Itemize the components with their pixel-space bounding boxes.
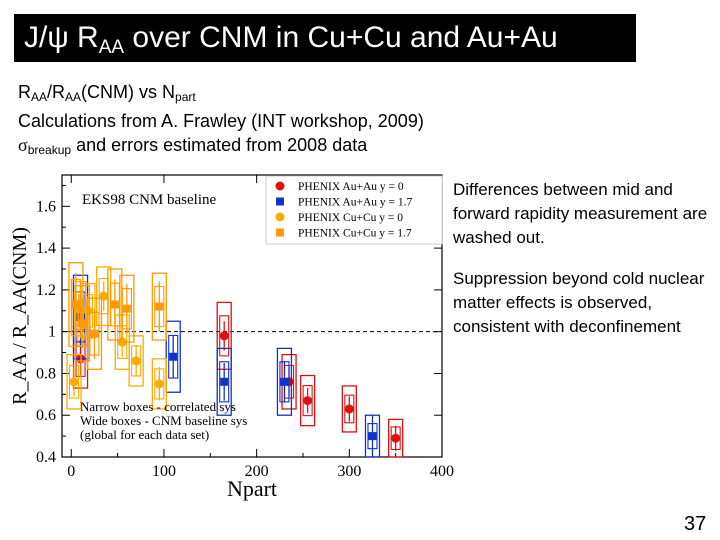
- data-point: [169, 352, 178, 361]
- wide-sys-box: [216, 347, 232, 416]
- annotation-text: (global for each data set): [80, 427, 209, 442]
- data-point: [219, 331, 229, 341]
- subheading-line-3: σbreakup and errors estimated from 2008 …: [18, 135, 368, 157]
- data-point: [90, 329, 99, 338]
- data-point: [155, 302, 164, 311]
- legend-label: PHENIX Cu+Cu y = 1.7: [298, 228, 412, 240]
- x-tick-label: 0: [67, 463, 75, 480]
- note-washed-out: Differences between mid and forward rapi…: [453, 180, 708, 247]
- data-point: [344, 404, 354, 414]
- data-point: [131, 356, 141, 366]
- slide-title: J/ψ RAA over CNM in Cu+Cu and Au+Au: [24, 21, 558, 58]
- wide-sys-box: [276, 347, 293, 416]
- page-number: 37: [684, 513, 707, 535]
- x-tick-label: 200: [245, 463, 269, 480]
- annotation-text: Narrow boxes - correlated sys: [80, 399, 236, 414]
- data-point: [280, 377, 289, 386]
- subheading-line-1: RAA/RAA(CNM) vs Npart: [18, 82, 196, 104]
- y-axis-label: R_AA / R_AA(CNM): [9, 227, 31, 405]
- legend-marker: [275, 181, 285, 191]
- y-tick-label: 1.4: [36, 240, 56, 257]
- narrow-sys-box: [168, 334, 179, 379]
- wide-sys-box: [151, 358, 167, 410]
- y-tick-label: 0.4: [36, 449, 56, 466]
- data-point: [368, 432, 377, 441]
- x-axis-label: Npart: [227, 476, 277, 501]
- wide-sys-box: [299, 374, 316, 427]
- data-point: [69, 377, 79, 387]
- data-point: [122, 304, 131, 313]
- legend-label: PHENIX Au+Au y = 0: [298, 181, 404, 193]
- wide-sys-box: [341, 385, 357, 433]
- legend-label: PHENIX Cu+Cu y = 0: [298, 212, 403, 224]
- y-tick-label: 1.2: [36, 282, 56, 299]
- data-point: [220, 377, 229, 386]
- legend: PHENIX Au+Au y = 0 PHENIX Au+Au y = 1.7 PH…: [265, 175, 443, 245]
- wide-sys-box: [128, 335, 144, 387]
- x-tick-label: 300: [337, 463, 361, 480]
- y-tick-label: 0.8: [36, 365, 56, 382]
- y-tick-label: 1: [48, 324, 56, 341]
- x-tick-label: 400: [430, 463, 454, 480]
- y-tick-label: 1.6: [36, 198, 56, 215]
- wide-sys-box: [151, 272, 167, 341]
- legend-marker: [276, 197, 284, 206]
- x-tick-label: 100: [152, 463, 176, 480]
- data-point: [391, 433, 401, 443]
- subheading-line-2: Calculations from A. Frawley (INT worksh…: [18, 111, 424, 131]
- legend-marker: [276, 228, 284, 237]
- note-suppression: Suppression beyond cold nuclear matter e…: [453, 269, 705, 336]
- data-point: [78, 319, 87, 328]
- narrow-sys-box: [219, 361, 230, 403]
- data-point: [110, 300, 119, 309]
- data-point: [154, 379, 164, 389]
- data-point: [99, 291, 109, 301]
- data-point: [303, 396, 313, 406]
- wide-sys-box: [86, 297, 103, 370]
- legend-marker: [275, 212, 285, 222]
- plot-frame: [61, 174, 443, 458]
- wide-sys-box: [388, 418, 404, 458]
- legend-box: [265, 175, 443, 245]
- title-bar: J/ψ RAA over CNM in Cu+Cu and Au+Au: [14, 14, 636, 62]
- wide-sys-box: [66, 353, 82, 410]
- legend-label: PHENIX Au+Au y = 1.7: [298, 197, 412, 209]
- chart-title: EKS98 CNM baseline: [82, 192, 217, 208]
- y-tick-label: 0.6: [36, 407, 56, 424]
- slide-subheading: RAA/RAA(CNM) vs Npart Calculations from …: [18, 80, 424, 162]
- wide-sys-box: [119, 274, 135, 343]
- wide-sys-box: [165, 320, 181, 393]
- annotation-text: Wide boxes - CNM baseline sys: [80, 413, 247, 428]
